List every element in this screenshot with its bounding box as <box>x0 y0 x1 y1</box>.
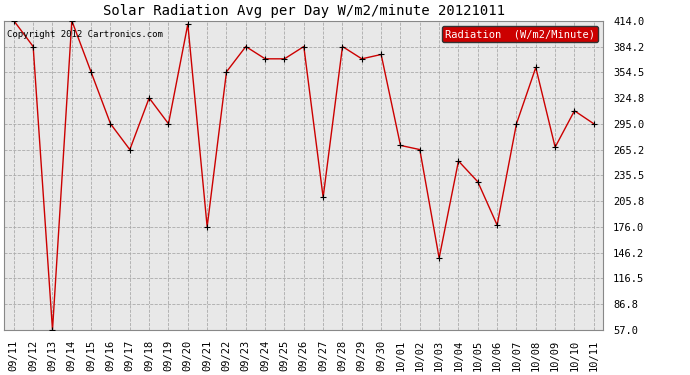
Legend: Radiation  (W/m2/Minute): Radiation (W/m2/Minute) <box>442 26 598 42</box>
Title: Solar Radiation Avg per Day W/m2/minute 20121011: Solar Radiation Avg per Day W/m2/minute … <box>103 4 505 18</box>
Text: Copyright 2012 Cartronics.com: Copyright 2012 Cartronics.com <box>7 30 163 39</box>
